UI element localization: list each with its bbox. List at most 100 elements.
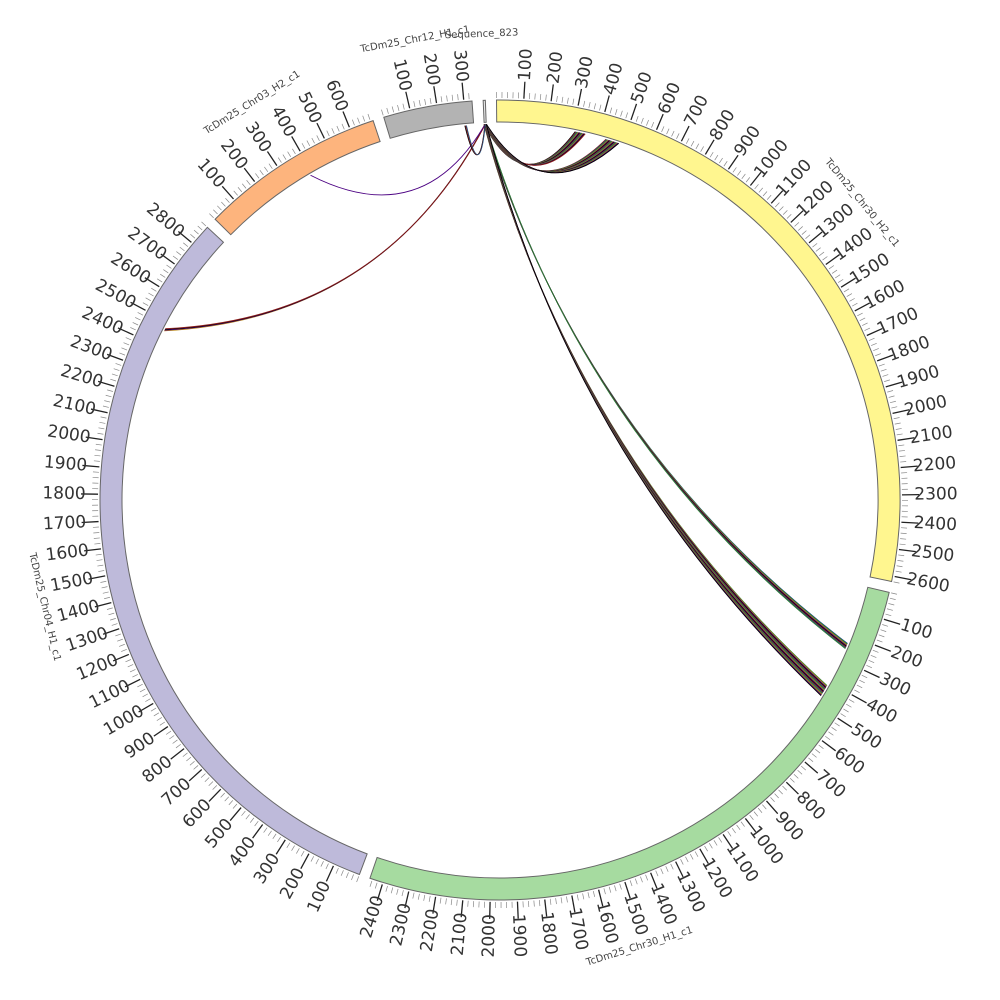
major-tick	[863, 669, 880, 679]
tick-label: 1800	[42, 483, 86, 504]
major-tick	[316, 122, 325, 139]
tick-label: 1400	[55, 596, 102, 626]
major-tick	[404, 891, 410, 909]
major-tick	[851, 694, 867, 704]
tick-label: 2300	[914, 484, 958, 505]
minor-tick	[805, 234, 811, 239]
minor-tick	[640, 117, 644, 124]
minor-tick	[142, 302, 149, 306]
major-tick	[221, 185, 235, 200]
minor-tick	[208, 781, 214, 786]
tick-label: 900	[771, 808, 807, 846]
major-tick	[825, 254, 840, 266]
minor-tick	[129, 669, 136, 673]
segment-label: Sequence_823	[445, 27, 519, 41]
minor-tick	[351, 119, 355, 126]
minor-tick	[137, 683, 143, 688]
minor-tick	[666, 128, 670, 135]
minor-tick	[694, 851, 699, 857]
tick-label: 2100	[448, 912, 472, 957]
major-tick	[624, 881, 631, 899]
tick-label: 900	[121, 728, 159, 763]
tick-label: 2200	[912, 453, 957, 476]
tick-label: 1600	[45, 540, 90, 565]
minor-tick	[634, 878, 638, 885]
tick-label: 2400	[356, 893, 388, 940]
minor-tick	[619, 883, 622, 890]
major-tick	[749, 171, 762, 186]
minor-tick	[213, 209, 218, 215]
major-tick	[432, 896, 437, 914]
minor-tick	[876, 639, 883, 643]
link-TcDm25_Chr04_H1_c1	[165, 124, 486, 330]
minor-tick	[778, 206, 784, 212]
major-tick	[785, 781, 799, 795]
minor-tick	[789, 777, 795, 783]
minor-tick	[97, 432, 104, 435]
minor-tick	[108, 612, 115, 616]
minor-tick	[822, 256, 828, 261]
major-tick	[117, 327, 134, 336]
minor-tick	[545, 94, 547, 101]
minor-tick	[362, 115, 366, 122]
minor-tick	[132, 322, 139, 326]
link-TcDm25_Chr30_H1_c1	[485, 124, 822, 697]
minor-tick	[646, 119, 649, 126]
minor-tick	[762, 191, 768, 197]
minor-tick	[689, 853, 694, 860]
minor-tick	[95, 443, 102, 446]
minor-tick	[412, 892, 415, 899]
major-tick	[144, 277, 160, 288]
ticks-layer	[81, 81, 919, 919]
segment-TcDm25_Chr04_H1_c1	[99, 226, 368, 876]
minor-tick	[736, 824, 741, 831]
minor-tick	[232, 803, 238, 809]
tick-label: 100	[515, 48, 537, 82]
minor-tick	[111, 373, 118, 377]
minor-tick	[851, 302, 858, 307]
minor-tick	[107, 389, 114, 392]
minor-tick	[837, 279, 844, 283]
minor-tick	[111, 623, 118, 626]
major-tick	[883, 618, 901, 625]
minor-tick	[402, 103, 405, 110]
tick-label: 2000	[479, 914, 500, 958]
minor-tick	[237, 187, 243, 193]
minor-tick	[894, 422, 901, 425]
minor-tick	[119, 643, 125, 647]
major-tick	[342, 111, 350, 128]
major-tick	[208, 788, 222, 802]
minor-tick	[718, 837, 723, 843]
minor-tick	[197, 225, 203, 231]
minor-tick	[401, 890, 404, 897]
minor-tick	[310, 856, 315, 862]
major-tick	[160, 253, 175, 265]
minor-tick	[900, 461, 907, 463]
major-tick	[821, 740, 837, 752]
minor-tick	[390, 887, 394, 894]
minor-tick	[106, 607, 113, 610]
link-TcDm25_Chr30_H1_c1	[485, 124, 846, 649]
minor-tick	[831, 269, 838, 274]
minor-tick	[857, 312, 863, 317]
major-tick	[630, 103, 638, 121]
major-tick	[84, 548, 102, 552]
minor-tick	[156, 278, 163, 283]
major-tick	[550, 84, 554, 102]
minor-tick	[831, 727, 837, 731]
minor-tick	[815, 247, 821, 252]
tick-label: 100	[193, 155, 229, 193]
minor-tick	[635, 115, 639, 122]
tick-label: 1900	[508, 914, 530, 958]
minor-tick	[872, 649, 879, 653]
minor-tick	[134, 317, 141, 321]
minor-tick	[95, 553, 102, 556]
link-TcDm25_Chr30_H1_c1	[484, 124, 848, 646]
minor-tick	[241, 810, 246, 816]
minor-tick	[753, 811, 759, 817]
major-tick	[765, 800, 779, 815]
minor-tick	[450, 899, 453, 906]
minor-tick	[886, 608, 893, 611]
minor-tick	[891, 592, 898, 595]
minor-tick	[357, 117, 360, 124]
